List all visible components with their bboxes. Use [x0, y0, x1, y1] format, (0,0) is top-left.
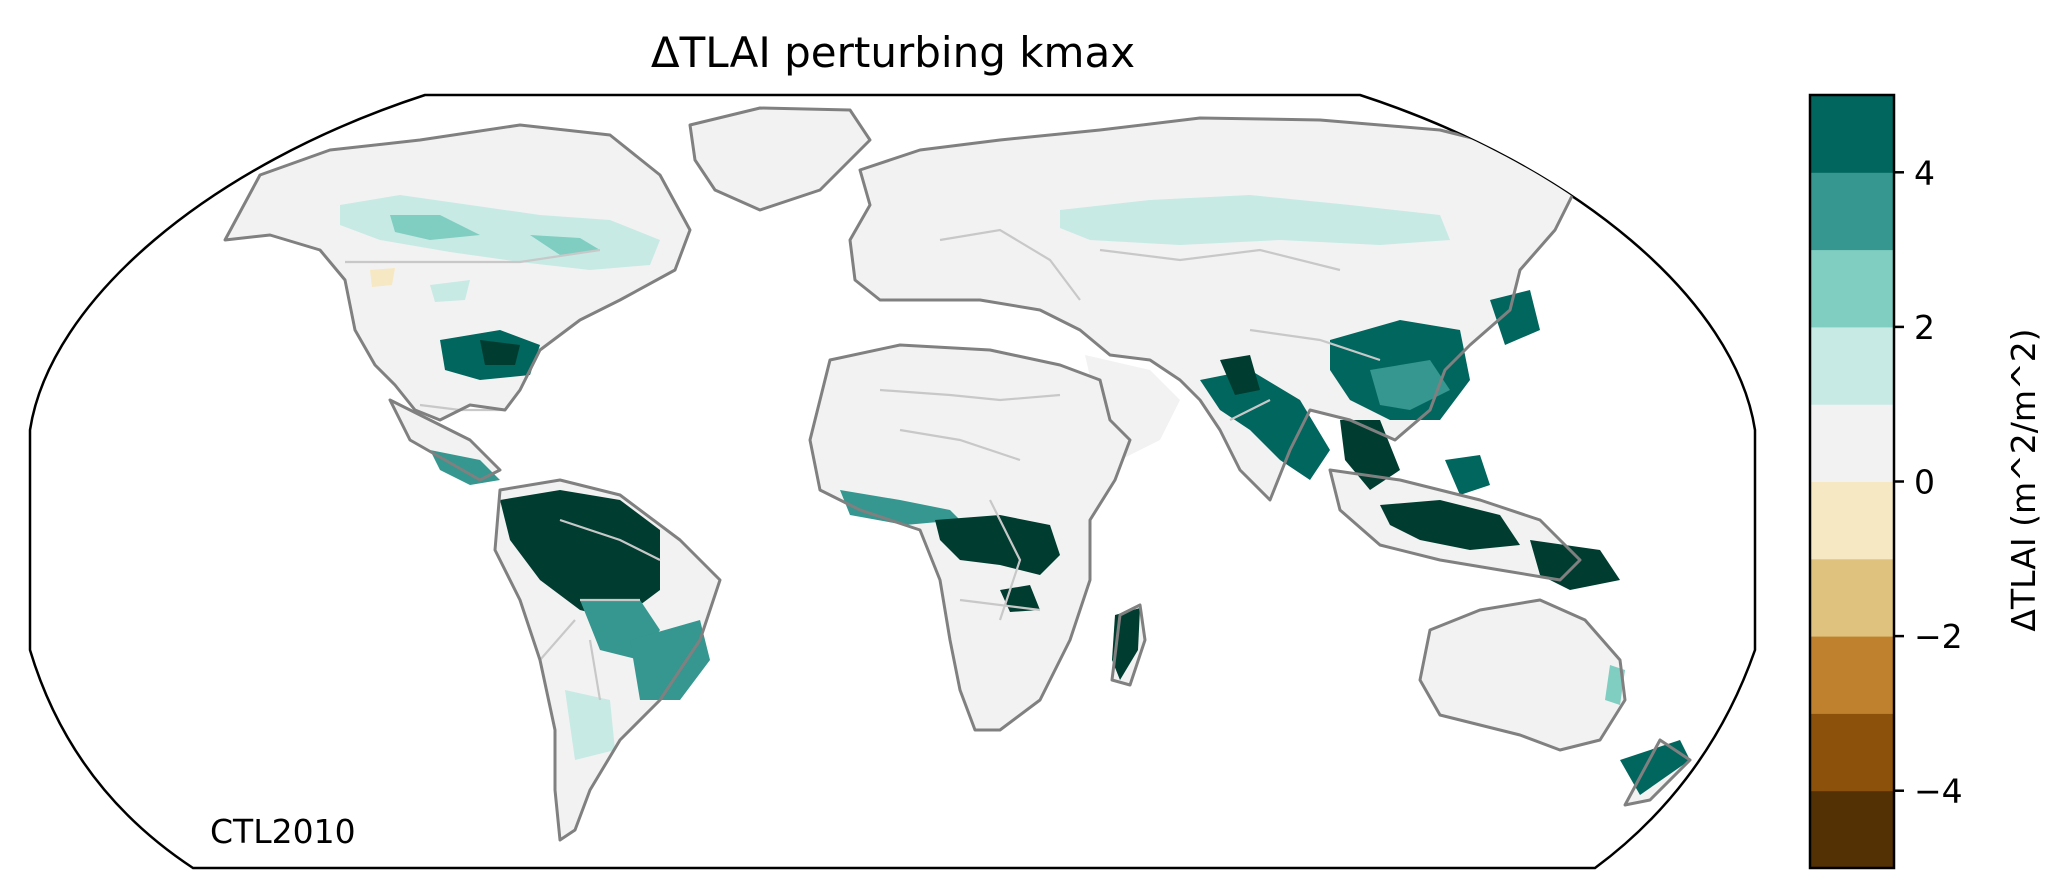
- colorbar-tick-label: 0: [1914, 463, 1935, 502]
- colorbar-segment: [1810, 481, 1894, 560]
- arabia: [1085, 355, 1180, 460]
- colorbar-tick-label: −4: [1914, 772, 1963, 811]
- coastlines: [223, 106, 1692, 842]
- colorbar-segment: [1810, 558, 1894, 637]
- world-map: CTL2010: [28, 93, 1757, 870]
- colorbar-label: ΔTLAI (m^2/m^2): [2004, 328, 2043, 631]
- north-america: [225, 125, 690, 420]
- colorbar-segment: [1810, 95, 1894, 173]
- colorbar-tick-label: −2: [1914, 617, 1963, 656]
- colorbar-segment: [1810, 326, 1894, 405]
- colorbar-segment: [1810, 713, 1894, 792]
- colorbar-tick-label: 2: [1914, 308, 1935, 347]
- scenario-label: CTL2010: [210, 812, 356, 851]
- colorbar-segment: [1810, 636, 1894, 714]
- australia: [1420, 600, 1625, 750]
- colorbar-segment: [1810, 790, 1894, 869]
- colorbar-segment: [1810, 404, 1894, 482]
- colorbar-segment: [1810, 172, 1894, 251]
- colorbar: 4 2 0 −2 −4: [1808, 93, 1963, 870]
- map-title: ΔTLAI perturbing kmax: [651, 28, 1135, 77]
- colorbar-segment: [1810, 249, 1894, 328]
- colorbar-tick-label: 4: [1914, 153, 1935, 192]
- country-borders: [345, 228, 1381, 701]
- change-patches: [340, 195, 1690, 795]
